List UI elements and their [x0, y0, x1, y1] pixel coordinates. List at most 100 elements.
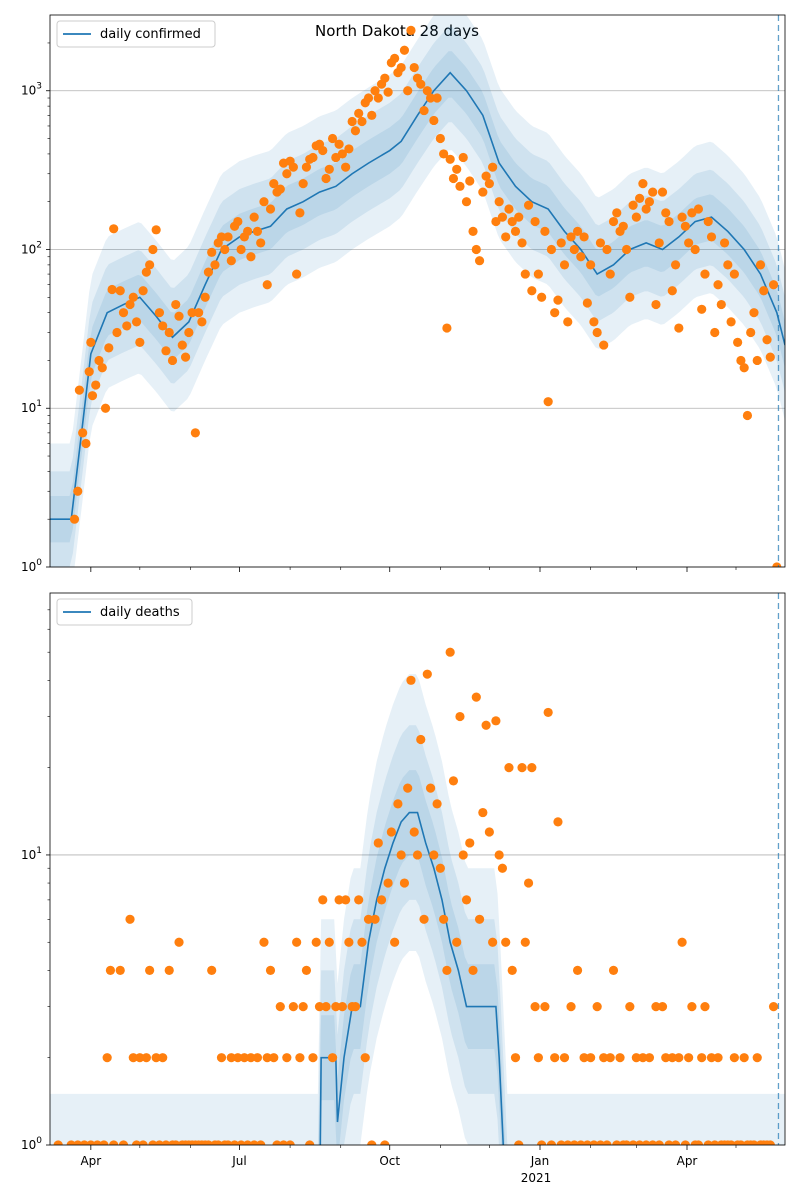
data-point [396, 62, 406, 73]
data-point [380, 1140, 390, 1145]
data-point [112, 327, 122, 338]
data-point [164, 965, 174, 975]
data-point [510, 1053, 521, 1063]
data-point [465, 176, 475, 186]
data-point [566, 1002, 576, 1012]
data-point [697, 304, 707, 314]
data-point [768, 280, 779, 290]
data-point [759, 286, 769, 296]
data-point [370, 914, 380, 924]
data-point [298, 1002, 308, 1012]
data-point [566, 232, 576, 242]
data-point [390, 937, 400, 947]
data-point [344, 937, 354, 947]
data-point [107, 284, 117, 295]
data-point [749, 308, 759, 318]
data-point [148, 244, 158, 255]
data-point [236, 244, 246, 255]
data-point [122, 321, 132, 331]
data-point [674, 1053, 684, 1063]
data-point [501, 937, 511, 947]
y-tick-label: 101 [21, 399, 42, 415]
data-point [559, 1053, 570, 1063]
data-point [602, 1140, 612, 1145]
data-point [739, 1053, 749, 1063]
data-point [135, 337, 145, 347]
data-point [246, 1053, 256, 1063]
data-point [680, 221, 690, 231]
data-point [174, 937, 184, 947]
legend: daily confirmed [56, 20, 216, 48]
data-point [445, 154, 455, 164]
data-point [399, 878, 410, 888]
data-point [216, 1053, 227, 1063]
data-point [661, 208, 671, 218]
data-point [158, 321, 168, 331]
data-point [341, 162, 351, 172]
data-point [285, 1140, 295, 1145]
data-point [713, 280, 723, 290]
data-point [321, 173, 331, 184]
data-point [576, 252, 586, 262]
data-point [301, 162, 312, 172]
data-point [373, 838, 383, 848]
y-tick-label: 102 [21, 240, 42, 256]
data-point [690, 244, 700, 255]
data-point [746, 327, 756, 338]
data-point [537, 1140, 547, 1145]
data-point [635, 193, 645, 203]
data-point [363, 914, 374, 924]
data-point [256, 238, 266, 248]
data-point [706, 1053, 717, 1063]
data-point [546, 1140, 557, 1145]
data-point [563, 317, 573, 327]
data-point [416, 79, 426, 89]
data-point [504, 204, 514, 214]
data-point [252, 226, 263, 237]
data-point [383, 878, 393, 888]
data-point [713, 1053, 723, 1063]
data-point [765, 352, 775, 362]
data-point [128, 292, 138, 302]
data-point [184, 327, 194, 338]
x-year-label: 2021 [521, 1171, 552, 1185]
data-point [288, 1002, 298, 1012]
data-point [510, 226, 521, 237]
data-point [540, 226, 550, 237]
data-point [481, 171, 491, 181]
data-point [220, 244, 230, 255]
data-point [128, 1053, 138, 1063]
data-point [422, 86, 432, 96]
data-point [667, 286, 677, 296]
data-point [491, 716, 501, 726]
data-point [670, 260, 681, 270]
data-point [252, 1053, 263, 1063]
data-point [367, 110, 377, 120]
deaths-panel: 100 101 Apr Jul Oct Jan Apr daily deaths [21, 592, 786, 1168]
data-point [448, 776, 459, 786]
data-point [125, 299, 135, 310]
data-point [458, 850, 468, 860]
data-point [768, 1002, 779, 1012]
data-point [461, 197, 472, 207]
data-point [455, 711, 465, 722]
data-point [527, 763, 537, 773]
data-point [582, 298, 592, 308]
data-point [412, 850, 423, 860]
y-tick-label: 103 [21, 82, 42, 98]
data-point [288, 162, 298, 172]
data-point [468, 226, 478, 237]
data-point [693, 204, 704, 214]
data-point [488, 937, 498, 947]
data-point [605, 1053, 615, 1063]
data-point [177, 340, 187, 350]
data-point [657, 187, 668, 197]
data-point [314, 1002, 325, 1012]
data-point [311, 937, 321, 947]
data-point [550, 308, 560, 318]
data-point [752, 355, 762, 366]
data-point [233, 1053, 243, 1063]
data-point [687, 1002, 697, 1012]
data-point [719, 238, 730, 248]
